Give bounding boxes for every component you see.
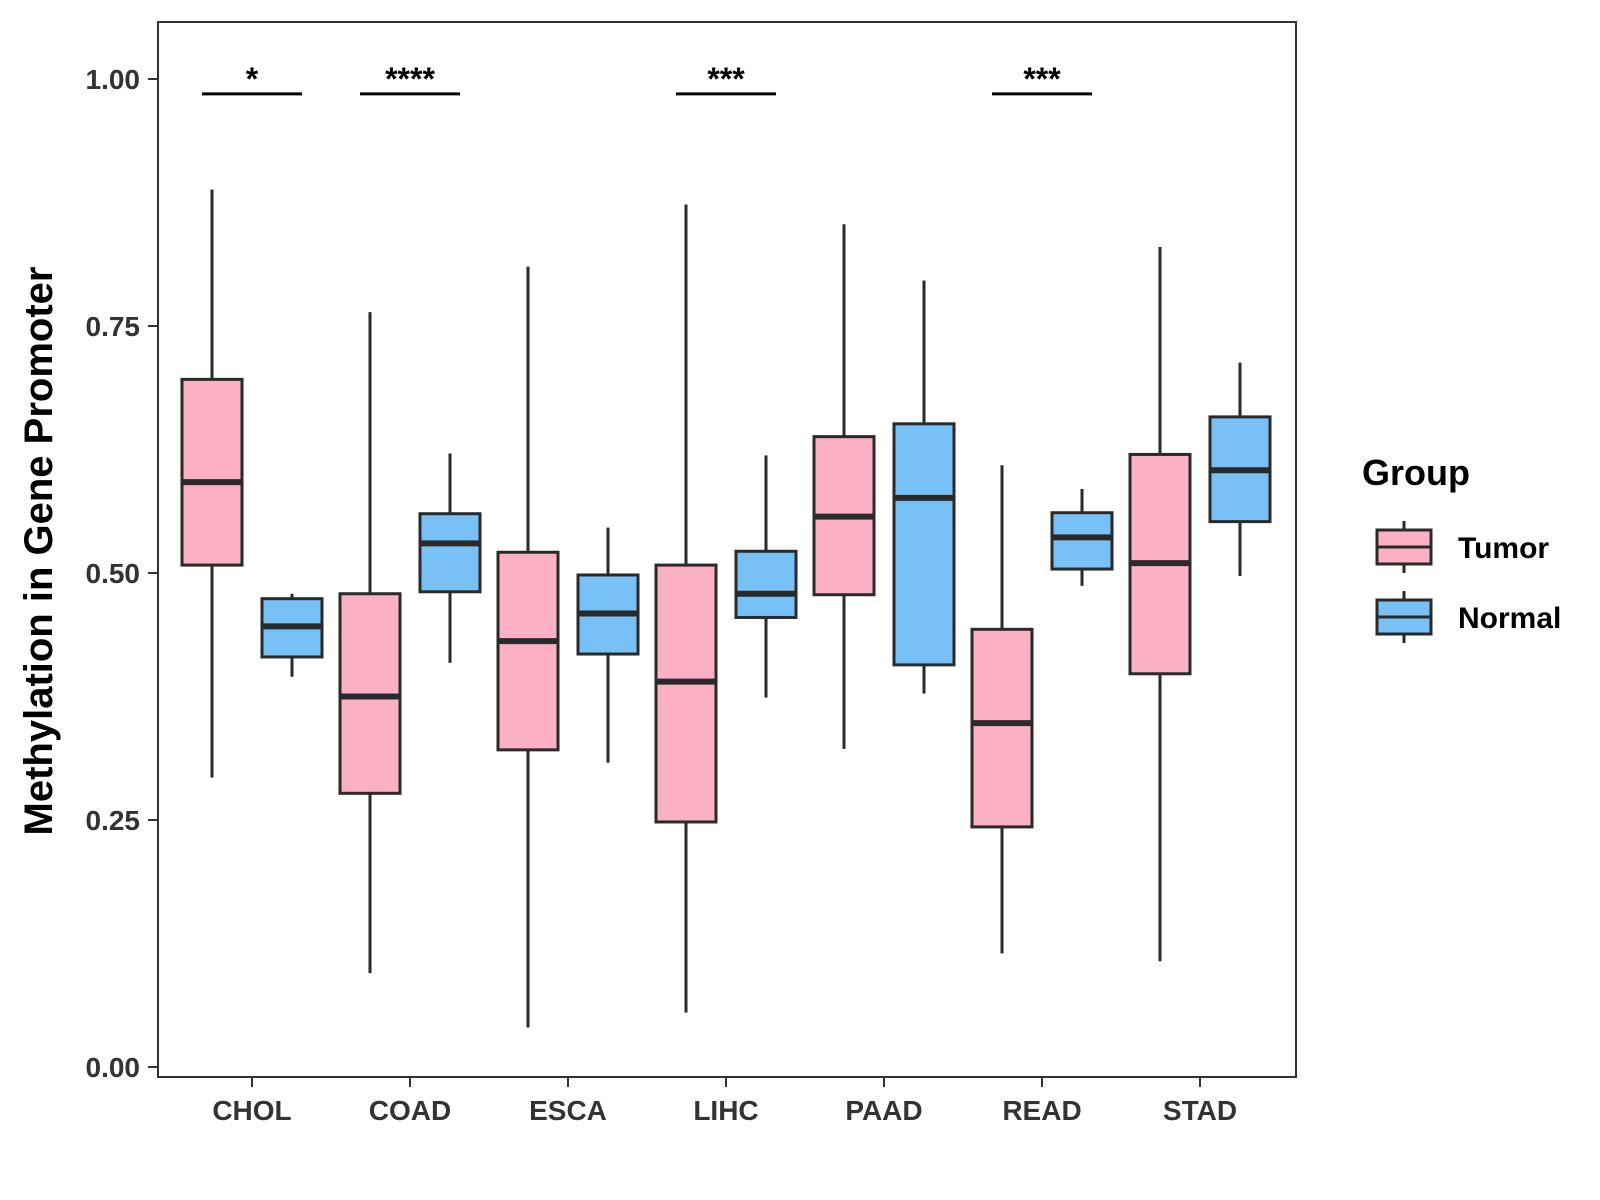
box-iqr <box>1050 511 1114 571</box>
panel-border <box>157 21 1297 1078</box>
box-tumor-lihc <box>654 204 718 1013</box>
legend-label: Tumor <box>1458 532 1549 565</box>
box-tumor-read <box>970 465 1034 954</box>
box-normal-stad <box>1208 362 1272 576</box>
box-normal-coad <box>418 453 482 663</box>
x-tick-label: CHOL <box>212 1095 291 1126</box>
legend-item-normal: Normal <box>1375 591 1561 643</box>
box-iqr <box>496 550 560 752</box>
box-normal-chol <box>260 593 324 677</box>
box-tumor-stad <box>1128 246 1192 962</box>
box-normal-esca <box>576 527 640 763</box>
y-axis: 0.00 0.25 0.50 0.75 1.00 <box>86 64 158 1083</box>
significance-annotations: * **** *** *** <box>202 61 1092 97</box>
x-tick-label: LIHC <box>693 1095 758 1126</box>
y-tick-label: 0.25 <box>86 805 141 836</box>
y-tick-label: 0.00 <box>86 1052 141 1083</box>
y-tick-label: 1.00 <box>86 64 141 95</box>
y-tick-label: 0.50 <box>86 558 141 589</box>
y-axis-title: Methylation in Gene Promoter <box>17 267 61 836</box>
box-tumor-coad <box>338 312 402 974</box>
y-tick-label: 0.75 <box>86 311 141 342</box>
x-tick-label: ESCA <box>529 1095 607 1126</box>
box-tumor-esca <box>496 266 560 1028</box>
x-tick-label: READ <box>1002 1095 1081 1126</box>
legend-label: Normal <box>1458 602 1561 635</box>
legend-item-tumor: Tumor <box>1375 521 1549 573</box>
box-iqr <box>418 512 482 594</box>
x-tick-label: PAAD <box>845 1095 922 1126</box>
box-tumor-chol <box>180 189 244 778</box>
box-iqr <box>654 563 718 824</box>
box-series <box>180 189 1272 1028</box>
x-tick-label: STAD <box>1163 1095 1237 1126</box>
significance-label: *** <box>1023 61 1061 97</box>
series-tumor <box>180 189 1192 1028</box>
box-iqr <box>734 549 798 619</box>
significance-label: *** <box>707 61 745 97</box>
box-tumor-paad <box>812 224 876 749</box>
box-normal-paad <box>892 280 956 694</box>
significance-label: * <box>246 61 259 97</box>
legend: Group Tumor Normal <box>1362 452 1561 643</box>
legend-title: Group <box>1362 452 1470 493</box>
x-axis: CHOL COAD ESCA LIHC PAAD READ STAD <box>212 1077 1237 1126</box>
box-normal-read <box>1050 489 1114 586</box>
x-tick-label: COAD <box>369 1095 451 1126</box>
box-iqr <box>892 422 956 667</box>
box-normal-lihc <box>734 455 798 698</box>
significance-label: **** <box>385 61 435 97</box>
box-iqr <box>180 377 244 567</box>
series-normal <box>260 280 1272 763</box>
box-iqr <box>970 627 1034 829</box>
